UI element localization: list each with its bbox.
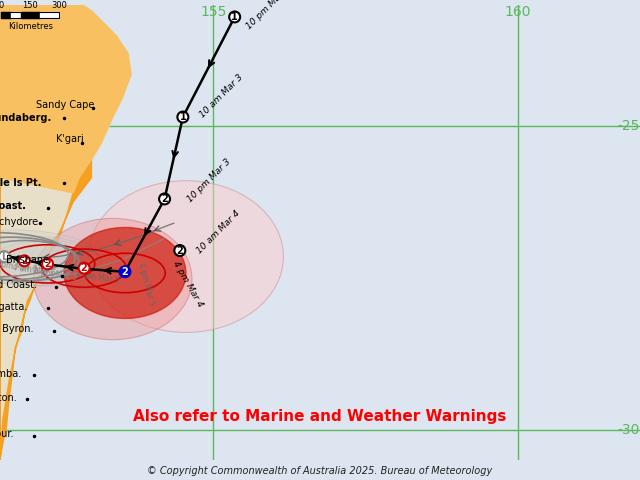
Text: 2: 2 bbox=[81, 263, 88, 273]
Text: 2: 2 bbox=[177, 246, 183, 255]
Text: Gold Coast.: Gold Coast. bbox=[0, 280, 36, 290]
Text: 1: 1 bbox=[179, 112, 186, 122]
Text: -25: -25 bbox=[618, 119, 640, 133]
Text: 300: 300 bbox=[51, 1, 67, 10]
Bar bbox=[1, 12, 59, 18]
Text: 1: 1 bbox=[231, 12, 238, 22]
Circle shape bbox=[79, 263, 90, 274]
Circle shape bbox=[42, 258, 53, 269]
Text: Grafton.: Grafton. bbox=[0, 393, 17, 403]
Text: 4 am Mar 6: 4 am Mar 6 bbox=[12, 263, 56, 278]
Circle shape bbox=[0, 251, 10, 262]
Text: 4 pm Mar 4: 4 pm Mar 4 bbox=[171, 259, 204, 309]
Text: 2: 2 bbox=[161, 194, 168, 204]
Text: 155: 155 bbox=[200, 5, 227, 19]
Text: Sunshine Coast.: Sunshine Coast. bbox=[0, 201, 26, 211]
Text: Kilometres: Kilometres bbox=[8, 22, 52, 31]
Polygon shape bbox=[0, 5, 131, 460]
Text: © Copyright Commonwealth of Australia 2025. Bureau of Meteorology: © Copyright Commonwealth of Australia 20… bbox=[147, 466, 493, 476]
Text: 4 pm Mar 5: 4 pm Mar 5 bbox=[33, 267, 77, 282]
Ellipse shape bbox=[40, 246, 125, 289]
Text: 10 pm Mar 2: 10 pm Mar 2 bbox=[245, 0, 292, 31]
Ellipse shape bbox=[64, 228, 186, 318]
Circle shape bbox=[229, 12, 240, 23]
Circle shape bbox=[174, 245, 186, 256]
Text: Bundaberg.: Bundaberg. bbox=[0, 113, 52, 123]
Text: 150: 150 bbox=[22, 1, 38, 10]
Text: K'gari: K'gari bbox=[56, 134, 84, 144]
Text: Coffs Harbour.: Coffs Harbour. bbox=[0, 429, 13, 439]
Text: 160: 160 bbox=[505, 5, 531, 19]
Text: 4 am Mar 5: 4 am Mar 5 bbox=[76, 270, 120, 285]
Text: Also refer to Marine and Weather Warnings: Also refer to Marine and Weather Warning… bbox=[133, 409, 507, 424]
Polygon shape bbox=[0, 5, 131, 193]
Text: 2: 2 bbox=[44, 259, 51, 269]
Text: 10 am Mar 3: 10 am Mar 3 bbox=[198, 72, 245, 119]
Text: 2: 2 bbox=[122, 267, 129, 277]
Text: Yamba.: Yamba. bbox=[0, 369, 21, 379]
Polygon shape bbox=[0, 159, 92, 460]
Text: Brisbane: Brisbane bbox=[6, 254, 49, 264]
Text: 0: 0 bbox=[0, 1, 4, 10]
Text: -30: -30 bbox=[618, 422, 640, 436]
Text: 2: 2 bbox=[21, 256, 28, 266]
Text: Sandy Cape: Sandy Cape bbox=[36, 100, 95, 110]
Text: Coolangatta.: Coolangatta. bbox=[0, 302, 28, 312]
Text: 4 pm Mar 5: 4 pm Mar 5 bbox=[136, 262, 156, 306]
Text: L: L bbox=[1, 252, 8, 262]
Ellipse shape bbox=[0, 236, 99, 286]
Text: 10 pm Mar 3: 10 pm Mar 3 bbox=[186, 157, 233, 204]
Text: 10 am Mar 4: 10 am Mar 4 bbox=[195, 209, 242, 256]
Circle shape bbox=[120, 266, 131, 277]
Ellipse shape bbox=[0, 240, 102, 286]
Ellipse shape bbox=[88, 181, 284, 333]
Polygon shape bbox=[74, 97, 90, 161]
Text: Double Is Pt.: Double Is Pt. bbox=[0, 178, 42, 188]
Ellipse shape bbox=[0, 230, 97, 283]
Circle shape bbox=[19, 255, 30, 266]
Circle shape bbox=[159, 193, 170, 204]
Text: Maroochydore: Maroochydore bbox=[0, 217, 38, 227]
Text: 4 pm Mar 6: 4 pm Mar 6 bbox=[0, 259, 38, 275]
Circle shape bbox=[177, 111, 188, 122]
Ellipse shape bbox=[33, 218, 192, 340]
Text: Cape Byron.: Cape Byron. bbox=[0, 324, 33, 335]
